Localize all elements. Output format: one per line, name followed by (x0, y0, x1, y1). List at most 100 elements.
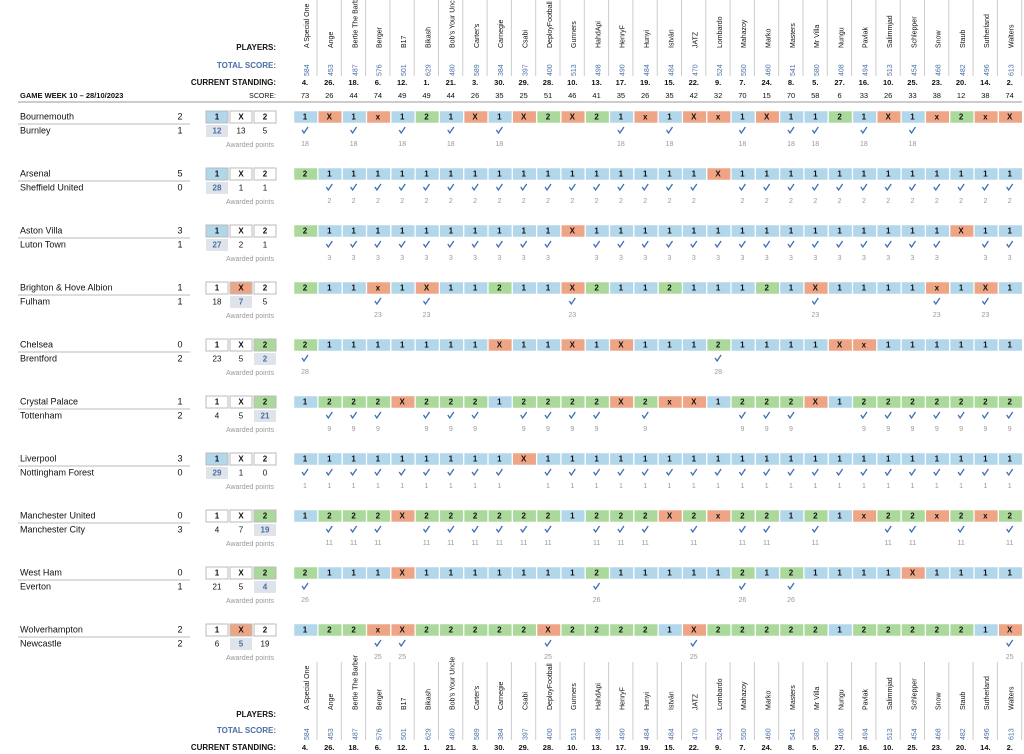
pick-cell (342, 509, 367, 523)
pick: 1 (424, 455, 429, 464)
pick-cell (706, 281, 731, 295)
pick-count: 1 (263, 241, 268, 250)
player-name: Bikash (425, 689, 432, 710)
pick-cell (804, 110, 829, 124)
player-name: Carter's (474, 23, 481, 48)
pick: X (691, 626, 697, 635)
pick-count: 23 (213, 355, 222, 364)
pick-cell (974, 281, 999, 295)
pick: 1 (886, 455, 891, 464)
pick-cell (998, 623, 1023, 637)
outcome-label: X (238, 341, 244, 350)
pick: 1 (862, 455, 867, 464)
pick-cell (828, 110, 853, 124)
awarded-points: 2 (522, 198, 526, 205)
pick: 1 (400, 284, 405, 293)
pick: 2 (813, 626, 818, 635)
awarded-points: 18 (398, 141, 406, 148)
pick-cell (390, 110, 415, 124)
count-highlight (230, 638, 252, 650)
awarded-points: 3 (911, 255, 915, 262)
check-icon (495, 468, 503, 477)
pick: 2 (546, 113, 551, 122)
outcome-box (253, 110, 277, 124)
awarded-points: 2 (425, 198, 429, 205)
player-total: 541 (790, 64, 797, 76)
player-name: HenryF (620, 25, 627, 48)
awarded-label: Awarded points (226, 142, 275, 149)
player-score: 12 (957, 91, 965, 100)
pick-count: 13 (237, 127, 246, 136)
pick: X (667, 512, 673, 521)
player-standing: 8. (788, 78, 794, 87)
pick-cell (536, 224, 561, 238)
player-score: 26 (884, 91, 892, 100)
pick: 2 (303, 284, 308, 293)
pick: X (497, 341, 503, 350)
awarded-points: 9 (765, 426, 769, 433)
player-standing: 27. (834, 743, 844, 752)
pick-cell (925, 224, 950, 238)
check-icon (665, 126, 674, 135)
player-total: 513 (887, 64, 894, 76)
check-icon (398, 468, 406, 477)
awarded-points: 1 (886, 483, 890, 490)
player-score: 46 (568, 91, 576, 100)
pick: X (400, 569, 406, 578)
pick: 2 (983, 398, 988, 407)
pick: 1 (376, 170, 381, 179)
pick: 1 (473, 341, 478, 350)
pick: 1 (1007, 569, 1012, 578)
check-icon (398, 183, 406, 192)
player-name: Hunyi (644, 692, 651, 710)
player-standing: 19. (640, 743, 650, 752)
pick: X (400, 626, 406, 635)
awarded-points: 26 (739, 597, 747, 604)
player-name: Gunners (571, 683, 578, 710)
pick: 1 (886, 341, 891, 350)
pick-cell (998, 338, 1023, 352)
awarded-points: 11 (909, 540, 916, 547)
awarded-points: 18 (787, 141, 795, 148)
check-icon (981, 183, 989, 192)
pick-cell (779, 509, 804, 523)
check-icon (495, 183, 503, 192)
home-team: Aston Villa (20, 225, 62, 235)
player-standing: 5. (812, 743, 818, 752)
pick-cell (876, 224, 901, 238)
pick: X (691, 113, 697, 122)
pick-cell (706, 452, 731, 466)
check-icon (593, 240, 601, 249)
player-name: Bob's Your Uncle (450, 0, 457, 48)
check-icon (957, 525, 965, 534)
pick-cell (512, 395, 537, 409)
check-icon (738, 525, 746, 534)
awarded-points: 3 (425, 255, 429, 262)
pick: 1 (935, 227, 940, 236)
check-icon (422, 240, 431, 249)
pick-cell (804, 566, 829, 580)
pick-cell (318, 623, 343, 637)
pick: 1 (813, 113, 818, 122)
awarded-points: 3 (1008, 255, 1012, 262)
pick: 2 (546, 512, 551, 521)
player-total: 589 (474, 728, 481, 740)
pick-cell (682, 509, 707, 523)
player-standing: 29. (518, 743, 528, 752)
check-icon (738, 240, 746, 249)
pick-cell (925, 281, 950, 295)
pick: 2 (764, 398, 769, 407)
pick-cell (318, 338, 343, 352)
pick: 1 (546, 284, 551, 293)
pick: X (424, 284, 430, 293)
awarded-points: 3 (376, 255, 380, 262)
check-icon (544, 411, 552, 420)
pick-cell (852, 338, 877, 352)
player-total: 484 (668, 64, 675, 76)
outcome-box (229, 338, 253, 352)
pick-cell (731, 167, 756, 181)
pick-cell (974, 623, 999, 637)
player-score: 74 (1006, 91, 1014, 100)
player-name: Masters (790, 23, 797, 48)
awarded-points: 9 (352, 426, 356, 433)
